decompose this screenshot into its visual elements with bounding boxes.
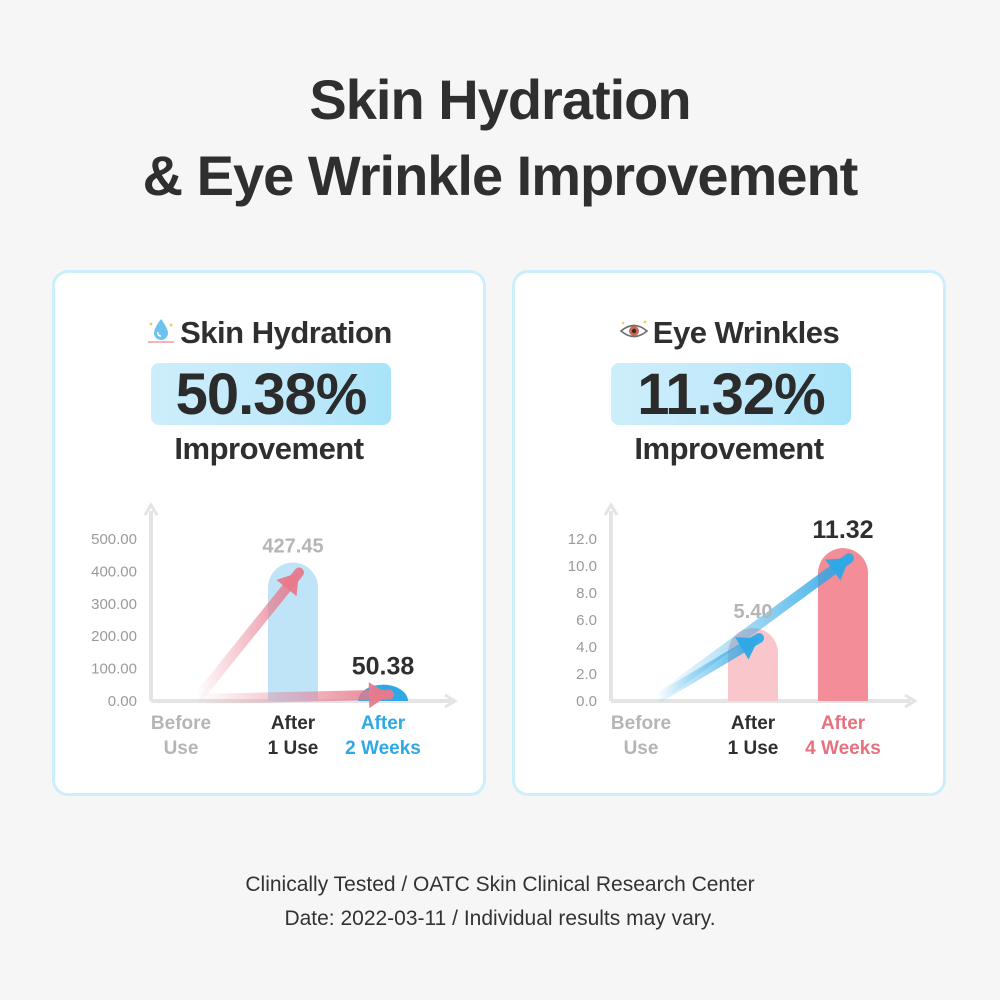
trend-arrow <box>652 553 854 704</box>
y-tick-label: 400.00 <box>91 563 137 580</box>
wrinkle-heading-text: Eye Wrinkles <box>652 315 840 350</box>
wrinkle-improvement-label: Improvement <box>634 431 824 466</box>
trend-arrowhead <box>368 682 389 709</box>
y-axis-arrowhead <box>603 502 619 516</box>
y-tick-label: 10.0 <box>568 558 597 575</box>
hydration-chart: 0.00 100.00 200.00 300.00 400.00 500.00 427.45… <box>91 502 458 759</box>
hydration-heading: Skin Hydration <box>55 315 483 351</box>
category-label: 1 Use <box>268 738 319 759</box>
value-label: 50.38 <box>352 653 415 681</box>
eye-icon <box>619 320 649 338</box>
value-label: 11.32 <box>812 516 873 544</box>
wrinkle-chart: 0.0 2.0 4.0 6.0 8.0 10.0 12.0 5.40 11.32 Before Us… <box>568 502 918 759</box>
water-drop-icon <box>148 319 175 343</box>
y-tick-label: 0.0 <box>576 693 597 710</box>
category-label: Use <box>624 738 659 759</box>
y-tick-label: 8.0 <box>576 585 597 602</box>
y-tick-label: 12.0 <box>568 531 597 548</box>
hydration-percent-badge: 50.38% <box>151 363 391 427</box>
trend-arrowhead <box>276 572 299 597</box>
category-label: After <box>361 713 406 734</box>
category-label: Use <box>164 738 199 759</box>
category-label: Before <box>611 713 671 734</box>
hydration-heading-text: Skin Hydration <box>180 315 392 350</box>
trend-arrowhead <box>825 558 849 581</box>
category-label: Before <box>151 713 211 734</box>
y-tick-label: 100.00 <box>91 661 137 678</box>
x-axis-arrowhead <box>444 693 458 709</box>
category-label: 2 Weeks <box>345 738 421 759</box>
footer-note: Clinically Tested / OATC Skin Clinical R… <box>0 868 1000 936</box>
category-label: 1 Use <box>728 738 779 759</box>
y-tick-label: 6.0 <box>576 612 597 629</box>
y-tick-label: 200.00 <box>91 628 137 645</box>
footer-line-2: Date: 2022-03-11 / Individual results ma… <box>284 907 716 930</box>
wrinkle-percent-badge: 11.32% <box>611 363 851 427</box>
category-label: After <box>271 713 316 734</box>
y-tick-label: 300.00 <box>91 596 137 613</box>
x-axis-arrowhead <box>904 693 918 709</box>
page-title-line-1: Skin Hydration <box>309 68 691 131</box>
wrinkle-card: Eye Wrinkles 11.32% Improvement 0.0 2.0 4.… <box>512 270 946 796</box>
y-tick-label: 0.00 <box>108 693 137 710</box>
y-tick-label: 4.0 <box>576 639 597 656</box>
y-tick-label: 2.0 <box>576 666 597 683</box>
bar <box>818 548 868 701</box>
trend-arrow <box>192 567 304 704</box>
footer-line-1: Clinically Tested / OATC Skin Clinical R… <box>245 873 755 896</box>
trend-arrow <box>192 689 394 704</box>
page-title: Skin Hydration & Eye Wrinkle Improvement <box>0 62 1000 214</box>
wrinkle-heading: Eye Wrinkles <box>515 315 943 351</box>
y-tick-label: 500.00 <box>91 531 137 548</box>
hydration-card: Skin Hydration 50.38% Improvement 0.00 10… <box>52 270 486 796</box>
value-label: 427.45 <box>262 536 323 558</box>
page-title-line-2: & Eye Wrinkle Improvement <box>142 144 859 207</box>
hydration-improvement-label: Improvement <box>174 431 364 466</box>
value-label: 5.40 <box>734 601 773 623</box>
category-label: After <box>821 713 866 734</box>
y-axis-arrowhead <box>143 502 159 516</box>
category-label: After <box>731 713 776 734</box>
category-label: 4 Weeks <box>805 738 881 759</box>
